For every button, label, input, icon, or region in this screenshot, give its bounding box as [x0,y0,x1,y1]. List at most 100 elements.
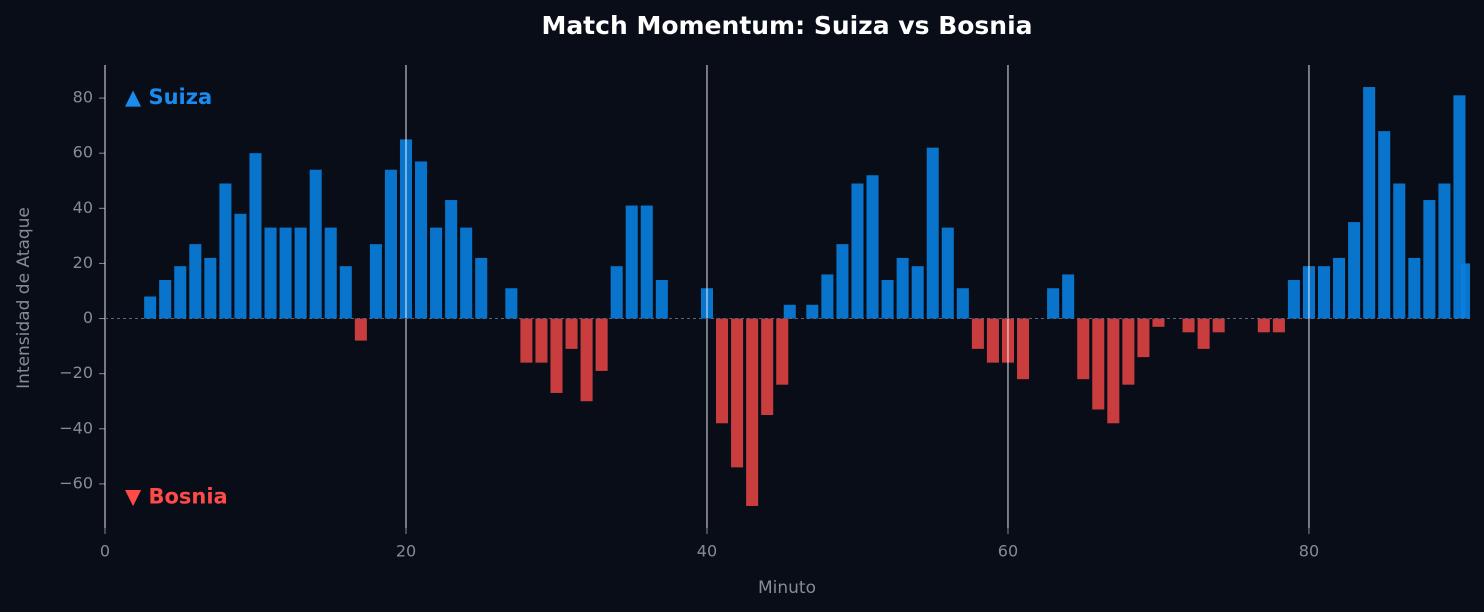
x-tick-label: 20 [396,542,416,561]
bar [1182,318,1195,333]
annotation: ▲ Suiza [125,85,212,109]
bar [1317,266,1331,319]
bar [1257,318,1270,333]
bar [550,318,563,393]
bar [159,279,172,319]
bar [1062,274,1075,319]
bar [821,274,834,319]
bar [174,266,187,319]
bar [1287,279,1300,319]
bar [971,318,984,349]
bar [249,153,262,319]
bar [1212,318,1225,333]
annotation: ▼ Bosnia [125,485,228,509]
bar [926,147,939,319]
y-tick-label: 60 [73,143,93,162]
x-tick-label: 40 [697,542,717,561]
x-tick-label: 80 [1299,542,1319,561]
plot-area: −60 −40 −20 0 20 40 60 80 0 20 40 60 80 ▲ Suiza ▼ Bosn… [59,65,1470,561]
y-tick-label: 0 [83,308,93,327]
bar [294,227,307,319]
bar [1453,95,1466,319]
y-tick-label: −20 [59,363,93,382]
bar [1363,87,1376,319]
bar [219,183,232,319]
bar [881,279,894,319]
bar [911,266,924,319]
y-tick-label: 40 [73,198,93,217]
y-tick-label: −60 [59,473,93,492]
bar [1137,318,1150,358]
bar [384,169,397,319]
x-axis-label: Minuto [758,578,816,598]
bar [339,266,352,319]
bar [309,169,322,319]
bar [1378,131,1391,319]
bar [1197,318,1210,349]
bar [746,318,759,506]
y-tick-label: 20 [73,253,93,272]
bar [144,296,157,319]
bar [610,266,623,319]
bar [731,318,744,468]
bar [234,213,247,319]
bar [1423,200,1436,319]
bar [1333,257,1346,319]
bar [986,318,999,363]
bar [806,304,819,319]
bar [1460,263,1470,319]
bar [1107,318,1120,424]
bar [354,318,367,341]
bar [445,200,458,319]
bar [655,279,668,319]
bar [595,318,608,371]
bar [866,175,879,319]
bar [625,205,638,319]
y-tick-label: −40 [59,418,93,437]
x-tick-label: 60 [998,542,1018,561]
bar [1438,183,1451,319]
bar [1122,318,1135,385]
y-axis-label: Intensidad de Ataque [14,207,34,389]
chart-title: Match Momentum: Suiza vs Bosnia [541,11,1032,40]
bar [204,257,217,319]
x-tick-label: 0 [100,542,110,561]
bar [761,318,774,416]
bar [1017,318,1030,380]
bar [1348,222,1361,319]
bar [1393,183,1406,319]
bar [475,257,488,319]
bar [430,227,443,319]
bar [1272,318,1285,333]
bar [535,318,548,363]
bar [460,227,473,319]
y-tick-label: 80 [73,88,93,107]
bar [1152,318,1165,327]
bar [776,318,789,385]
bar [580,318,593,402]
bar [1047,288,1060,319]
bar [836,244,849,319]
bar [520,318,533,363]
bar [264,227,277,319]
bar [941,227,954,319]
bar [956,288,969,319]
bar [640,205,653,319]
bar [783,304,796,319]
bars [144,87,1470,506]
bar [369,244,382,319]
bar [415,161,428,319]
bar [851,183,864,319]
bar [1077,318,1090,380]
bar [896,257,909,319]
bar [324,227,337,319]
bar [565,318,578,349]
bar [1092,318,1105,410]
bar [505,288,518,319]
bar [279,227,292,319]
bar [1408,257,1421,319]
bar [189,244,202,319]
bar [716,318,729,424]
